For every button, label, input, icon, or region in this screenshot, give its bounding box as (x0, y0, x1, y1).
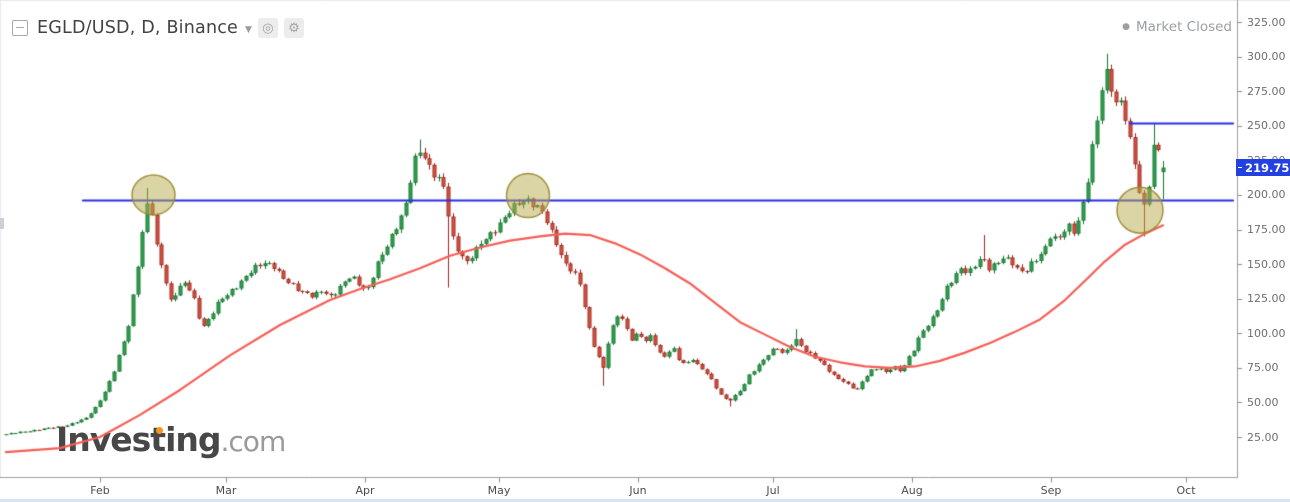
price-axis-label: 75.00 (1247, 361, 1279, 375)
chart-header: EGLD/USD, D, Binance ▼ ◎ ⚙ (12, 18, 304, 38)
snapshot-button[interactable]: ◎ (257, 18, 278, 38)
snapshot-icon: ◎ (262, 20, 274, 36)
price-axis-label: 275.00 (1247, 84, 1286, 98)
price-axis-label: 100.00 (1247, 326, 1286, 340)
symbol-title[interactable]: EGLD/USD, D, Binance (37, 18, 239, 38)
price-axis-label: 50.00 (1247, 395, 1279, 409)
market-status-dot-icon: ● (1122, 22, 1130, 32)
price-axis-label: 325.00 (1247, 15, 1286, 29)
bottom-scrollbar[interactable] (0, 499, 1290, 502)
price-axis-label: 150.00 (1247, 257, 1286, 271)
chevron-down-icon[interactable]: ▼ (245, 24, 252, 35)
time-axis-label: Jul (766, 484, 780, 497)
market-closed-status: ● Market Closed (1122, 19, 1232, 35)
price-axis[interactable]: 325.00300.00275.00250.00225.00200.00175.… (1238, 0, 1290, 477)
time-axis[interactable]: Feb Mar Apr May Jun Jul Aug Sep Oct (0, 478, 1237, 499)
price-axis-label: 250.00 (1247, 119, 1286, 133)
time-axis-label: Oct (1176, 484, 1196, 497)
panel-collapse-icon[interactable] (12, 20, 28, 36)
price-label-tick-icon (1238, 167, 1242, 169)
price-axis-label: 300.00 (1247, 50, 1286, 64)
price-axis-label: 125.00 (1247, 292, 1286, 306)
price-axis-label: 175.00 (1247, 223, 1286, 236)
left-toolbar-handle[interactable] (0, 218, 4, 229)
gear-icon: ⚙ (288, 20, 300, 36)
time-axis-label: Apr (355, 484, 375, 497)
last-price-label: 219.75 (1236, 159, 1290, 177)
market-closed-label: Market Closed (1135, 19, 1232, 35)
last-price-value: 219.75 (1245, 160, 1290, 175)
chart-settings-button[interactable]: ⚙ (283, 18, 304, 38)
time-axis-label: Mar (215, 484, 237, 497)
time-axis-label: May (487, 484, 511, 497)
time-axis-label: Sep (1040, 484, 1062, 497)
price-axis-label: 25.00 (1247, 430, 1279, 444)
price-axis-label: 200.00 (1247, 188, 1286, 202)
time-axis-label: Feb (90, 484, 110, 497)
time-axis-label: Aug (901, 484, 923, 497)
time-axis-label: Jun (629, 484, 647, 497)
